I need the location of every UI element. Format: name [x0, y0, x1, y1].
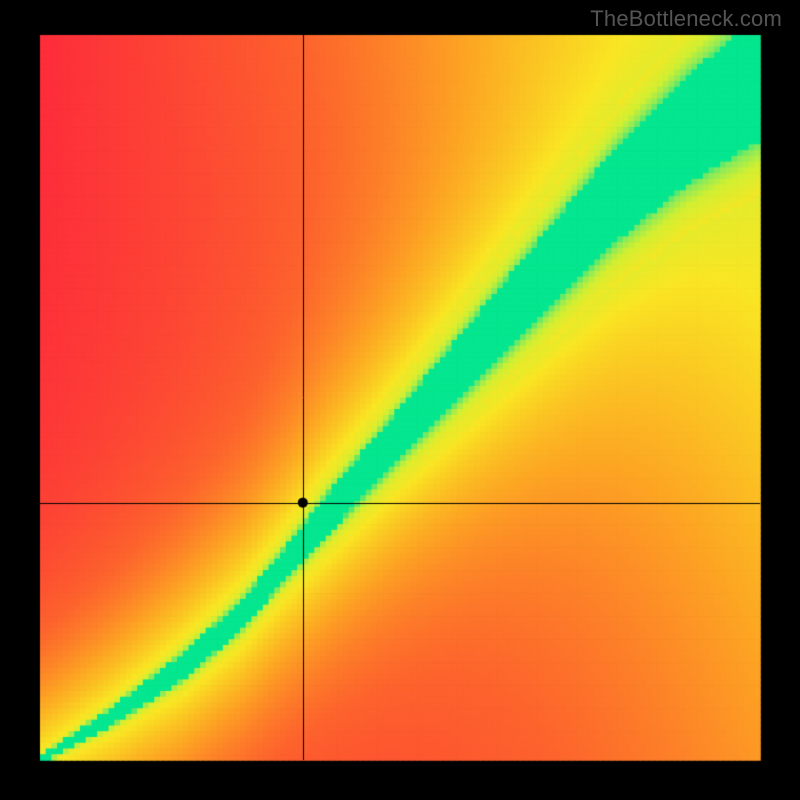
- bottleneck-heatmap: [0, 0, 800, 800]
- chart-container: TheBottleneck.com: [0, 0, 800, 800]
- watermark-text: TheBottleneck.com: [590, 6, 782, 32]
